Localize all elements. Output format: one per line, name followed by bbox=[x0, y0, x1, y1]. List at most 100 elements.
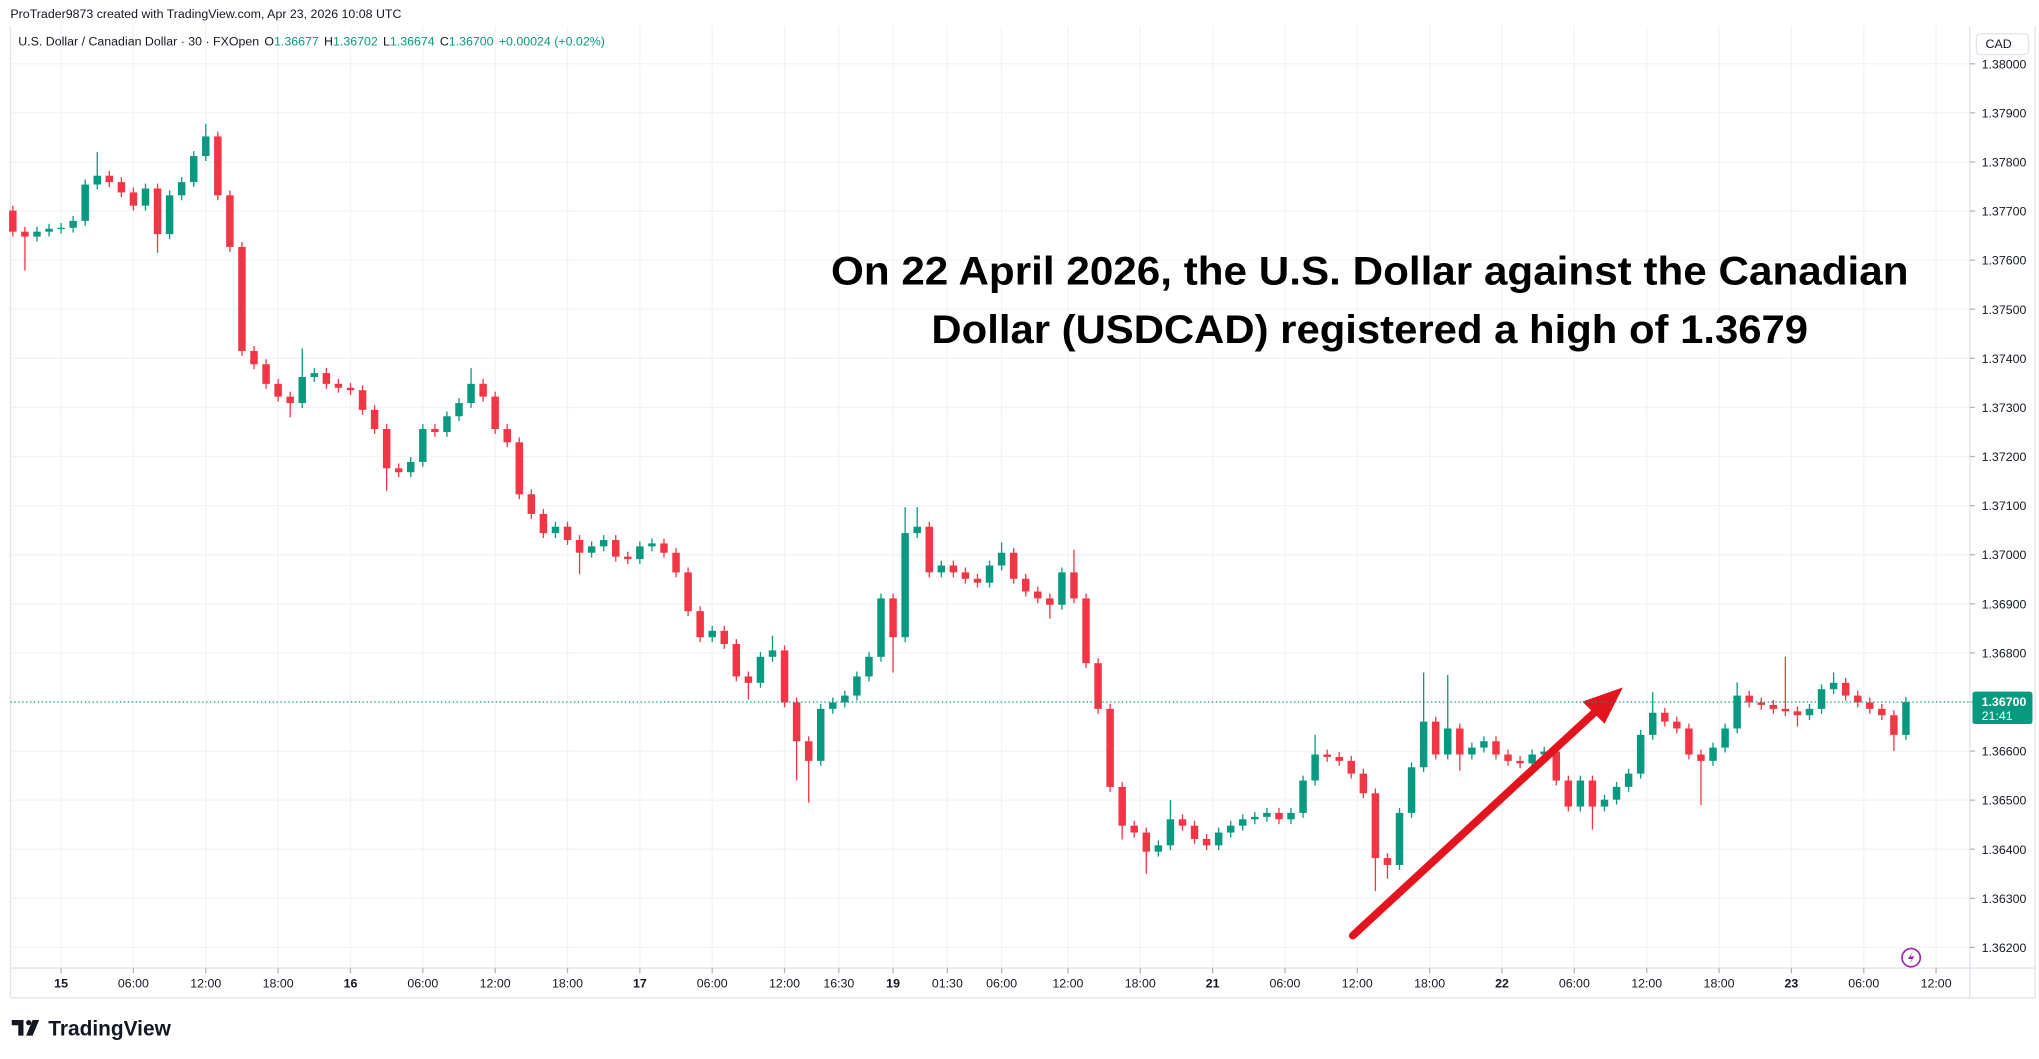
candle-body bbox=[177, 182, 186, 196]
candle-body bbox=[226, 195, 234, 247]
ohlc-value: 1.36674 bbox=[390, 35, 435, 49]
candle-body bbox=[756, 656, 765, 683]
candle-body bbox=[1419, 721, 1428, 768]
candle-body bbox=[648, 543, 656, 547]
candle-body bbox=[1817, 689, 1826, 709]
candle-body bbox=[21, 231, 29, 237]
candle-body bbox=[1492, 741, 1500, 755]
candle-body bbox=[804, 741, 813, 761]
candle-body bbox=[214, 136, 222, 196]
y-tick-label: 1.36400 bbox=[1982, 843, 2027, 857]
candle-body bbox=[1745, 695, 1753, 703]
candle-body bbox=[1552, 751, 1561, 781]
symbol-line: U.S. Dollar / Canadian Dollar · 30 · FXO… bbox=[18, 35, 605, 49]
x-tick-label: 16 bbox=[344, 977, 358, 991]
y-tick-label: 1.37100 bbox=[1982, 499, 2027, 513]
x-tick-label: 06:00 bbox=[407, 977, 438, 991]
countdown: 21:41 bbox=[1982, 709, 2013, 723]
candle-body bbox=[1612, 786, 1621, 800]
candle-body bbox=[431, 429, 439, 432]
candle-body bbox=[1239, 819, 1247, 826]
candle-body bbox=[720, 630, 729, 645]
candle-body bbox=[1287, 812, 1295, 820]
candle-body bbox=[1094, 663, 1102, 709]
x-tick-label: 18:00 bbox=[1125, 977, 1156, 991]
candle-body bbox=[539, 513, 548, 534]
alert-icon[interactable] bbox=[1901, 947, 1922, 968]
candle-body bbox=[1890, 715, 1898, 735]
candle-body bbox=[841, 695, 849, 703]
candle-body bbox=[1769, 704, 1778, 709]
candle-body bbox=[479, 383, 487, 397]
candle-body bbox=[1721, 728, 1729, 748]
x-tick-label: 06:00 bbox=[986, 977, 1017, 991]
last-price-label: 1.36700 bbox=[1982, 695, 2027, 709]
logo-text: TradingView bbox=[48, 1018, 171, 1041]
candle-body bbox=[1046, 598, 1054, 605]
candle-body bbox=[1311, 754, 1319, 781]
ohlc-label: H bbox=[324, 35, 333, 49]
candles bbox=[9, 123, 1910, 891]
currency-box[interactable] bbox=[1975, 33, 2030, 56]
candle-body bbox=[997, 552, 1006, 566]
candle-body bbox=[467, 383, 475, 404]
candle-body bbox=[189, 156, 198, 183]
candle-body bbox=[1661, 712, 1669, 722]
x-tick-label: 12:00 bbox=[1052, 977, 1083, 991]
candle-body bbox=[973, 578, 982, 583]
y-tick-label: 1.36600 bbox=[1982, 745, 2027, 759]
candle-body bbox=[93, 175, 101, 185]
candle-body bbox=[1009, 552, 1018, 579]
candle-body bbox=[1600, 799, 1609, 807]
ohlc-label: L bbox=[383, 35, 390, 49]
candle-body bbox=[81, 184, 89, 221]
candle-body bbox=[1214, 832, 1223, 846]
logo-mark bbox=[11, 1020, 24, 1036]
x-tick-label: 12:00 bbox=[1342, 977, 1373, 991]
change: +0.00024 (+0.02%) bbox=[499, 35, 605, 49]
candle-body bbox=[1878, 708, 1886, 716]
candle-body bbox=[1226, 825, 1235, 833]
x-tick-label: 18:00 bbox=[263, 977, 294, 991]
candle-body bbox=[985, 565, 994, 583]
candle-body bbox=[1431, 721, 1440, 755]
candle-body bbox=[853, 676, 861, 696]
candle-body bbox=[1866, 702, 1874, 709]
candle-body bbox=[1359, 773, 1368, 794]
x-tick-label: 16:30 bbox=[823, 977, 854, 991]
candle-body bbox=[1636, 734, 1645, 774]
candle-body bbox=[889, 598, 897, 638]
candle-body bbox=[407, 461, 415, 473]
x-tick-label: 18:00 bbox=[1704, 977, 1735, 991]
logo: TradingView bbox=[11, 1018, 172, 1041]
x-tick-label: 06:00 bbox=[118, 977, 149, 991]
x-tick-label: 06:00 bbox=[697, 977, 728, 991]
candle-body bbox=[1793, 711, 1802, 716]
y-tick-label: 1.37900 bbox=[1982, 106, 2027, 120]
candle-body bbox=[865, 656, 873, 677]
arrow-shaft bbox=[1348, 701, 1606, 940]
candle-body bbox=[105, 175, 114, 183]
x-tick-label: 01:30 bbox=[932, 977, 963, 991]
candle-body bbox=[612, 539, 620, 557]
candle-body bbox=[491, 396, 499, 430]
candle-body bbox=[286, 396, 294, 404]
candle-body bbox=[1034, 591, 1042, 599]
x-tick-label: 18:00 bbox=[1414, 977, 1445, 991]
candle-body bbox=[1335, 756, 1343, 761]
y-tick-label: 1.37400 bbox=[1982, 352, 2027, 366]
candle-body bbox=[1685, 728, 1693, 755]
candle-body bbox=[732, 644, 741, 677]
candle-body bbox=[1841, 682, 1850, 696]
candle-body bbox=[1202, 838, 1211, 846]
candle-body bbox=[744, 676, 753, 683]
ohlc-value: 1.36677 bbox=[274, 35, 319, 49]
candle-body bbox=[262, 364, 270, 384]
candle-body bbox=[624, 556, 632, 560]
candle-body bbox=[1528, 754, 1536, 764]
candle-body bbox=[1190, 825, 1199, 839]
candle-body bbox=[1902, 701, 1910, 735]
candle-body bbox=[1781, 708, 1790, 712]
